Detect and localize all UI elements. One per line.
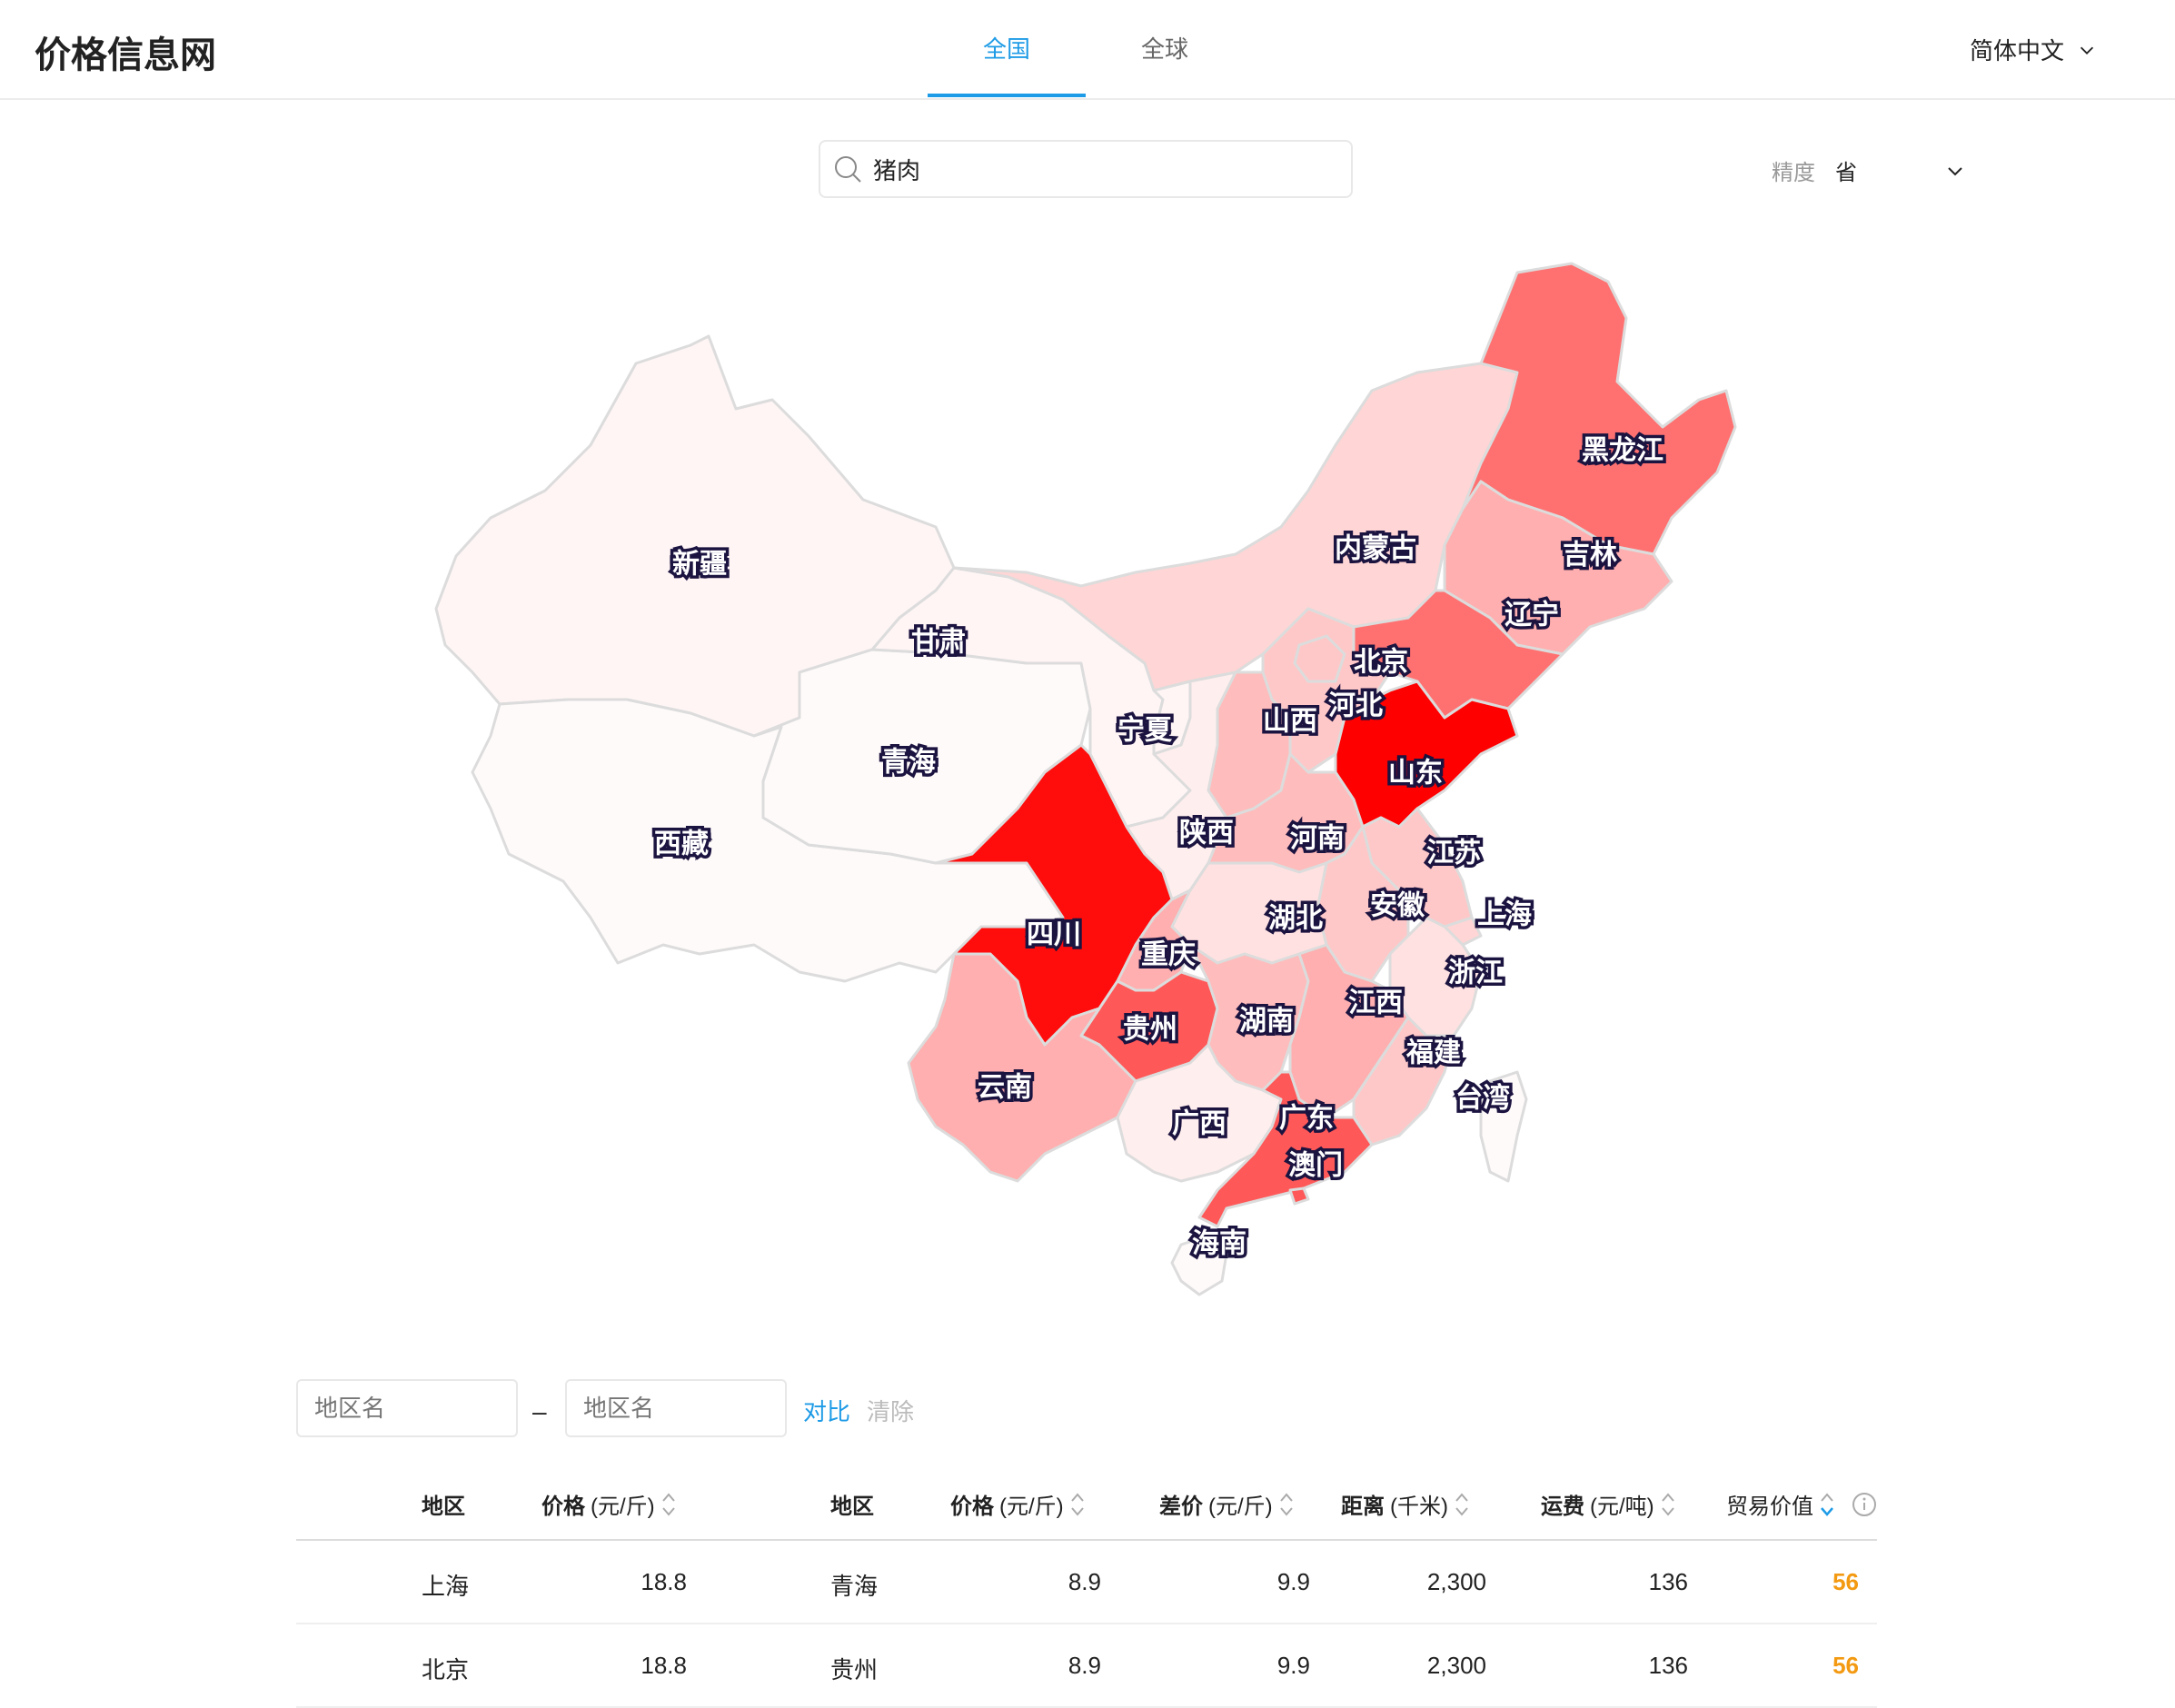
map-label-chongqing: 重庆 xyxy=(1141,939,1196,971)
map-label-shanghai: 上海 xyxy=(1477,899,1532,931)
cell-freight: 136 xyxy=(1648,1568,1688,1595)
precision-select[interactable]: 精度 省 xyxy=(1772,154,1966,186)
map-label-inner-mongolia: 内蒙古 xyxy=(1335,533,1416,565)
map-svg: 新疆 西藏 青海 甘肃 内蒙古 黑龙江 吉林 辽宁 北京 河北 山西 宁夏 陕西… xyxy=(434,262,1737,1296)
map-label-sichuan: 四川 xyxy=(1027,919,1081,951)
active-tab-indicator xyxy=(928,94,1086,97)
map-label-shandong: 山东 xyxy=(1388,758,1443,789)
map-label-anhui: 安徽 xyxy=(1370,890,1425,922)
header-price-diff[interactable]: 差价 (元/斤) xyxy=(1159,1488,1295,1520)
header-region-b: 地区 xyxy=(830,1494,874,1519)
header-price-b[interactable]: 价格 (元/斤) xyxy=(950,1488,1086,1520)
map-label-ningxia: 宁夏 xyxy=(1117,715,1173,747)
language-selector[interactable]: 简体中文 xyxy=(1970,33,2097,66)
map-label-xinjiang: 新疆 xyxy=(672,549,727,581)
cell-distance: 2,300 xyxy=(1426,1568,1486,1595)
top-nav: 价格信息网 全国 全球 简体中文 xyxy=(0,0,2175,100)
province-taiwan[interactable] xyxy=(1479,1070,1528,1183)
tab-global[interactable]: 全球 xyxy=(1140,35,1188,63)
map-label-heilongjiang: 黑龙江 xyxy=(1582,435,1664,467)
map-label-macau: 澳门 xyxy=(1288,1150,1343,1182)
map-label-jilin: 吉林 xyxy=(1563,540,1617,571)
map-label-fujian: 福建 xyxy=(1405,1038,1461,1069)
map-label-shanxi: 山西 xyxy=(1263,706,1317,738)
map-label-taiwan: 台湾 xyxy=(1455,1083,1510,1115)
sort-icon[interactable] xyxy=(660,1491,677,1518)
comparison-table: 地区 价格 (元/斤) 地区 价格 (元/斤) 差价 (元/斤) 距离 (千米) 运费(… xyxy=(296,1474,1877,1708)
info-icon[interactable] xyxy=(1852,1492,1877,1517)
map-label-shaanxi: 陕西 xyxy=(1179,818,1234,849)
cell-price-diff: 9.9 xyxy=(1276,1568,1310,1595)
language-label: 简体中文 xyxy=(1970,37,2065,65)
province-heilongjiang[interactable] xyxy=(1461,262,1737,556)
header-distance[interactable]: 距离 (千米) xyxy=(1341,1488,1470,1520)
cell-price-a: 18.8 xyxy=(641,1652,687,1679)
map-label-henan: 河南 xyxy=(1290,823,1345,855)
cell-freight: 136 xyxy=(1648,1652,1688,1679)
sort-icon[interactable] xyxy=(1454,1491,1470,1518)
map-label-liaoning: 辽宁 xyxy=(1505,600,1559,631)
province-fujian[interactable] xyxy=(1352,1016,1455,1147)
clear-button[interactable]: 清除 xyxy=(867,1398,915,1425)
map-label-jiangsu: 江苏 xyxy=(1426,838,1481,869)
range-separator: – xyxy=(532,1397,547,1425)
cell-region-a: 北京 xyxy=(422,1656,470,1683)
cell-region-b: 青海 xyxy=(830,1573,879,1600)
map-label-guangdong: 广东 xyxy=(1279,1103,1334,1135)
site-logo[interactable]: 价格信息网 xyxy=(35,35,216,75)
province-hainan[interactable] xyxy=(1170,1234,1228,1296)
table-row[interactable]: 上海 18.8 青海 8.9 9.9 2,300 136 56 xyxy=(296,1541,1877,1624)
search-box[interactable] xyxy=(819,140,1353,198)
map-label-hubei: 湖北 xyxy=(1268,903,1323,935)
map-label-gansu: 甘肃 xyxy=(911,627,966,659)
search-icon xyxy=(835,156,861,183)
cell-price-b: 8.9 xyxy=(1068,1568,1101,1595)
search-input[interactable] xyxy=(871,154,1329,184)
cell-price-a: 18.8 xyxy=(641,1568,687,1595)
map-label-guizhou: 贵州 xyxy=(1123,1014,1177,1046)
table-row[interactable]: 北京 18.8 贵州 8.9 9.9 2,300 136 56 xyxy=(296,1624,1877,1708)
province-macau[interactable] xyxy=(1288,1187,1310,1206)
map-label-hunan: 湖南 xyxy=(1239,1006,1294,1038)
cell-distance: 2,300 xyxy=(1426,1652,1486,1679)
map-label-hebei: 河北 xyxy=(1328,690,1383,722)
chevron-down-icon xyxy=(2080,46,2094,55)
sort-icon[interactable] xyxy=(1278,1491,1295,1518)
cell-price-diff: 9.9 xyxy=(1276,1652,1310,1679)
map-label-qinghai: 青海 xyxy=(881,747,936,779)
china-price-map: 新疆 西藏 青海 甘肃 内蒙古 黑龙江 吉林 辽宁 北京 河北 山西 宁夏 陕西… xyxy=(391,227,1808,1299)
map-label-guangxi: 广西 xyxy=(1172,1108,1227,1140)
region-b-input[interactable] xyxy=(565,1379,787,1437)
header-freight[interactable]: 运费 (元/吨) xyxy=(1541,1488,1676,1520)
map-label-beijing: 北京 xyxy=(1354,647,1408,679)
compare-button[interactable]: 对比 xyxy=(803,1398,851,1425)
tab-national[interactable]: 全国 xyxy=(982,35,1030,63)
province-guangdong[interactable] xyxy=(1197,1070,1374,1228)
header-region-a: 地区 xyxy=(422,1494,465,1519)
precision-label: 精度 xyxy=(1772,161,1815,185)
precision-value: 省 xyxy=(1835,161,1857,185)
cell-trade-value: 56 xyxy=(1832,1568,1859,1595)
header-price-a[interactable]: 价格 (元/斤) xyxy=(541,1488,677,1520)
map-label-tibet: 西藏 xyxy=(654,829,709,860)
map-label-hainan: 海南 xyxy=(1192,1228,1246,1260)
table-header: 地区 价格 (元/斤) 地区 价格 (元/斤) 差价 (元/斤) 距离 (千米) 运费(… xyxy=(296,1474,1877,1541)
chevron-down-icon xyxy=(1948,166,1962,175)
map-label-yunnan: 云南 xyxy=(978,1072,1032,1104)
cell-region-a: 上海 xyxy=(422,1573,470,1600)
map-label-jiangxi: 江西 xyxy=(1348,988,1403,1019)
region-a-input[interactable] xyxy=(296,1379,518,1437)
cell-region-b: 贵州 xyxy=(830,1656,879,1683)
header-trade-value[interactable]: 贸易价值 xyxy=(1726,1488,1877,1520)
sort-icon[interactable] xyxy=(1069,1491,1086,1518)
map-label-zhejiang: 浙江 xyxy=(1448,958,1503,989)
cell-trade-value: 56 xyxy=(1832,1652,1859,1679)
cell-price-b: 8.9 xyxy=(1068,1652,1101,1679)
sort-icon[interactable] xyxy=(1660,1491,1676,1518)
sort-icon-active[interactable] xyxy=(1819,1491,1835,1518)
